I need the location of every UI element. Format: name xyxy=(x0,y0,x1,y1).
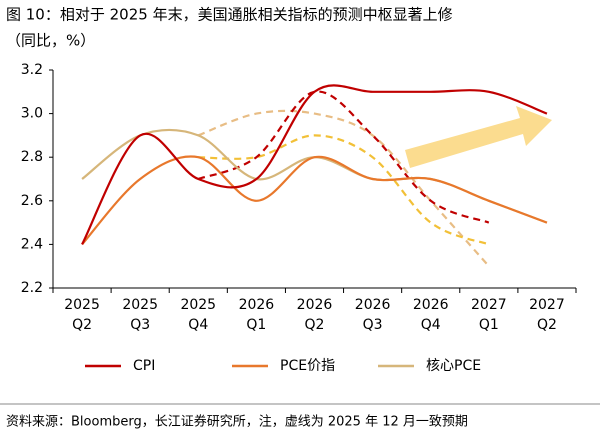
x-tick-label: Q3 xyxy=(363,317,383,333)
source-note: 资料来源：Bloomberg，长江证券研究所，注，虚线为 2025 年 12 月… xyxy=(6,414,468,430)
forecast-line xyxy=(197,109,490,267)
x-tick-label: Q2 xyxy=(72,317,92,333)
x-tick-label: Q2 xyxy=(537,317,557,333)
x-tick-label: 2026 xyxy=(355,297,391,313)
line xyxy=(81,84,548,245)
y-tick-label: 2.2 xyxy=(21,280,43,296)
x-tick-label: 2025 xyxy=(180,297,216,313)
legend-label: 核心PCE xyxy=(426,358,481,374)
y-tick-label: 2.8 xyxy=(21,149,43,165)
y-tick-label: 2.4 xyxy=(21,236,43,252)
x-tick-label: Q1 xyxy=(479,317,499,333)
chart-subtitle: （同比，%） xyxy=(6,32,95,50)
y-tick-label: 3.2 xyxy=(21,62,43,78)
y-tick-label: 2.6 xyxy=(21,193,43,209)
x-tick-label: 2025 xyxy=(122,297,158,313)
x-tick-label: Q2 xyxy=(305,317,325,333)
x-tick-label: 2026 xyxy=(297,297,333,313)
x-tick-label: 2027 xyxy=(529,297,565,313)
chart-title: 图 10：相对于 2025 年末，美国通胀相关指标的预测中枢显著上修 xyxy=(6,6,453,24)
x-tick-label: Q1 xyxy=(246,317,266,333)
x-tick-label: 2026 xyxy=(239,297,275,313)
y-tick-label: 3.0 xyxy=(21,106,43,122)
forecast-line xyxy=(197,90,490,224)
trend-arrow xyxy=(405,106,552,168)
x-tick-label: Q4 xyxy=(421,317,441,333)
line xyxy=(81,155,548,246)
x-tick-label: Q4 xyxy=(188,317,208,333)
x-tick-label: 2025 xyxy=(64,297,100,313)
x-tick-label: 2026 xyxy=(413,297,449,313)
legend-label: CPI xyxy=(133,358,155,374)
x-tick-label: 2027 xyxy=(471,297,507,313)
legend-label: PCE价指 xyxy=(280,358,335,374)
x-tick-label: Q3 xyxy=(130,317,150,333)
